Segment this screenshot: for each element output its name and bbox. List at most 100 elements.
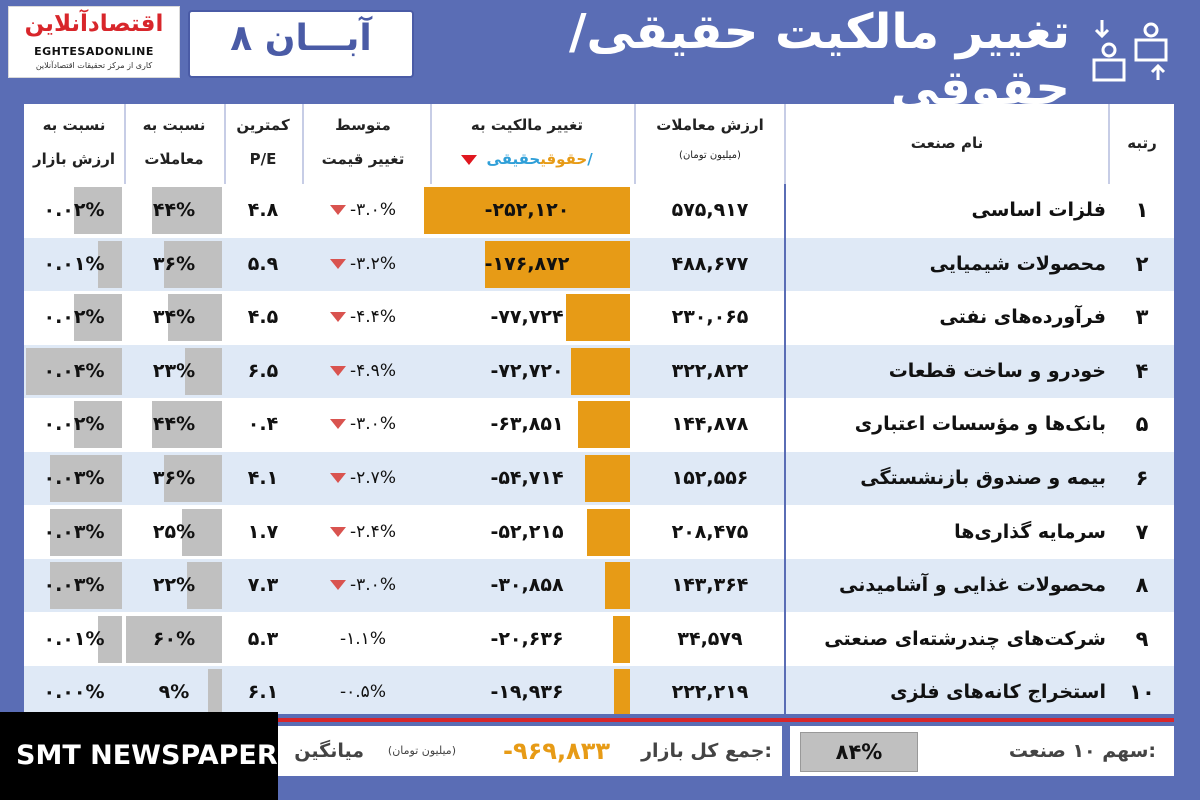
trade-ratio-value: ۲۳%: [152, 359, 196, 382]
price-change-cell: -۴.۴%: [302, 291, 424, 344]
col-change: تغییر مالکیت به حقوقیحقیقی/: [424, 104, 630, 184]
rank-cell: ۲: [1135, 251, 1149, 276]
ownership-change-cell: -۱۹,۹۳۶: [424, 666, 630, 719]
trade-ratio-value: ۲۵%: [152, 520, 196, 543]
sort-down-icon: [461, 154, 478, 165]
trade-ratio-cell: ۳۶%: [124, 238, 224, 291]
table-row: ۵ بانک‌ها و مؤسسات اعتباری ۱۴۴,۸۷۸ -۶۳,۸۵۱ -…: [24, 398, 1174, 452]
trade-ratio-value: ۴۴%: [152, 413, 196, 436]
market-ratio-value: ۰.۰۲%: [43, 413, 105, 436]
market-ratio-value: ۰.۰۲%: [43, 199, 105, 221]
ownership-change-bar: [566, 294, 630, 342]
market-ratio-value: ۰.۰۳%: [43, 574, 105, 597]
trade-value: ۴۸۸,۶۷۷: [671, 252, 749, 275]
date-badge: ۸ آبـــان: [188, 10, 414, 78]
industry-table: رتبه نام صنعت ارزش معاملات (میلیون تومان…: [24, 104, 1174, 720]
arrow-down-icon: [330, 312, 347, 323]
trade-ratio-cell: ۶۰%: [124, 613, 224, 666]
ownership-change-value: -۳۰,۸۵۸: [490, 574, 564, 597]
logo-latin: EGHTESADONLINE: [34, 45, 154, 58]
total-value: -۹۶۹,۸۳۳: [503, 737, 610, 765]
trade-ratio-cell: ۲۲%: [124, 559, 224, 612]
ownership-change-bar: [605, 562, 630, 610]
ownership-change-bar: [424, 187, 630, 234]
trade-value: ۱۴۴,۸۷۸: [671, 413, 749, 436]
industry-name: فرآورده‌های نفتی: [939, 306, 1106, 329]
market-ratio-cell: ۰.۰۲%: [24, 291, 124, 344]
rank-cell: ۴: [1135, 358, 1149, 383]
pe-value: ۵.۹: [247, 252, 279, 275]
price-change-value: -۴.۹%: [350, 360, 396, 381]
ownership-change-cell: -۲۰,۶۳۶: [424, 613, 630, 666]
trade-value: ۲۳۰,۰۶۵: [671, 306, 749, 329]
trade-ratio-bar: [164, 455, 222, 502]
trade-ratio-value: ۳۴%: [152, 306, 196, 329]
table-row: ۳ فرآورده‌های نفتی ۲۳۰,۰۶۵ -۷۷,۷۲۴ -۴.۴% ۴.۵ ۳…: [24, 291, 1174, 345]
trade-ratio-cell: ۲۵%: [124, 506, 224, 559]
price-change-cell: -۳.۲%: [302, 238, 424, 291]
logo-tagline: کاری از مرکز تحقیقات اقتصادآنلاین: [35, 61, 153, 70]
trade-ratio-cell: ۹%: [124, 666, 224, 719]
industry-name: سرمایه گذاری‌ها: [954, 520, 1106, 543]
trade-ratio-bar: [208, 669, 222, 717]
table-row: ۹ شرکت‌های چندرشته‌ای صنعتی ۳۴,۵۷۹ -۲۰,۶۳۶ -…: [24, 612, 1174, 666]
price-change-cell: -۲.۷%: [302, 452, 424, 505]
header-divider: [224, 104, 226, 184]
ownership-change-value: -۵۴,۷۱۴: [490, 467, 564, 489]
share-label: سهم ۱۰ صنعت:: [1008, 740, 1156, 762]
price-change-cell: -۳.۰%: [302, 184, 424, 237]
market-ratio-bar: [74, 401, 122, 449]
pe-value: ۶.۱: [247, 681, 279, 704]
rank-cell: ۸: [1135, 573, 1149, 598]
ownership-change-value: -۵۲,۲۱۵: [490, 520, 564, 543]
ownership-change-bar: [585, 455, 630, 502]
ownership-change-value: -۲۵۲,۱۲۰: [484, 199, 570, 221]
price-change-value: -۰.۵%: [340, 682, 386, 703]
date-text: ۸ آبـــان: [230, 18, 372, 59]
rank-cell: ۱: [1135, 198, 1149, 222]
pe-value: ۰.۴: [247, 413, 279, 436]
rank-cell: ۹: [1135, 626, 1149, 651]
trade-value: ۵۷۵,۹۱۷: [671, 199, 749, 221]
trade-ratio-cell: ۳۶%: [124, 452, 224, 505]
arrow-down-icon: [330, 473, 347, 483]
table-row: ۸ محصولات غذایی و آشامیدنی ۱۴۳,۳۶۴ -۳۰,۸۵۸ -…: [24, 559, 1174, 613]
arrow-down-icon: [330, 258, 347, 269]
market-ratio-cell: ۰.۰۱%: [24, 238, 124, 291]
trade-value: ۳۴,۵۷۹: [677, 627, 743, 650]
arrow-down-icon: [330, 205, 347, 215]
col-market-ratio: نسبت به ارزش بازار: [32, 116, 115, 168]
ownership-change-value: -۶۳,۸۵۱: [490, 413, 564, 436]
ownership-change-value: -۷۷,۷۲۴: [490, 306, 564, 329]
ownership-change-value: -۱۷۶,۸۷۲: [484, 252, 570, 275]
trade-ratio-cell: ۲۳%: [124, 345, 224, 398]
trade-ratio-value: ۴۴%: [152, 199, 196, 221]
arrow-down-icon: [330, 580, 347, 591]
market-ratio-bar: [74, 187, 122, 234]
ownership-change-cell: -۷۲,۷۲۰: [424, 345, 630, 398]
price-change-value: -۱.۱%: [340, 628, 386, 649]
price-change-cell: -۲.۴%: [302, 506, 424, 559]
market-ratio-value: ۰.۰۱%: [43, 252, 105, 275]
total-unit: (میلیون تومان): [387, 744, 456, 757]
ownership-change-bar: [571, 347, 630, 395]
trade-ratio-bar: [168, 294, 222, 342]
ownership-change-value: -۱۹,۹۳۶: [490, 681, 564, 704]
industry-name: محصولات شیمیایی: [929, 252, 1106, 275]
col-pe: کمترین P/E: [236, 116, 290, 168]
price-change-value: -۲.۷%: [350, 468, 396, 488]
trade-ratio-cell: ۴۴%: [124, 398, 224, 451]
market-ratio-cell: ۰.۰۰%: [24, 666, 124, 719]
price-change-value: -۳.۰%: [350, 200, 396, 220]
trade-ratio-value: ۹%: [158, 681, 190, 704]
trade-ratio-bar: [182, 508, 222, 556]
ownership-change-cell: -۱۷۶,۸۷۲: [424, 238, 630, 291]
pe-value: ۵.۳: [247, 627, 279, 650]
market-ratio-value: ۰.۰۲%: [43, 306, 105, 329]
trade-value: ۲۰۸,۴۷۵: [671, 520, 749, 543]
price-change-cell: -۱.۱%: [302, 613, 424, 666]
ownership-change-bar: [613, 615, 630, 663]
price-change-value: -۳.۰%: [350, 575, 396, 596]
price-change-value: -۳.۲%: [350, 253, 396, 274]
header-divider: [124, 104, 126, 184]
